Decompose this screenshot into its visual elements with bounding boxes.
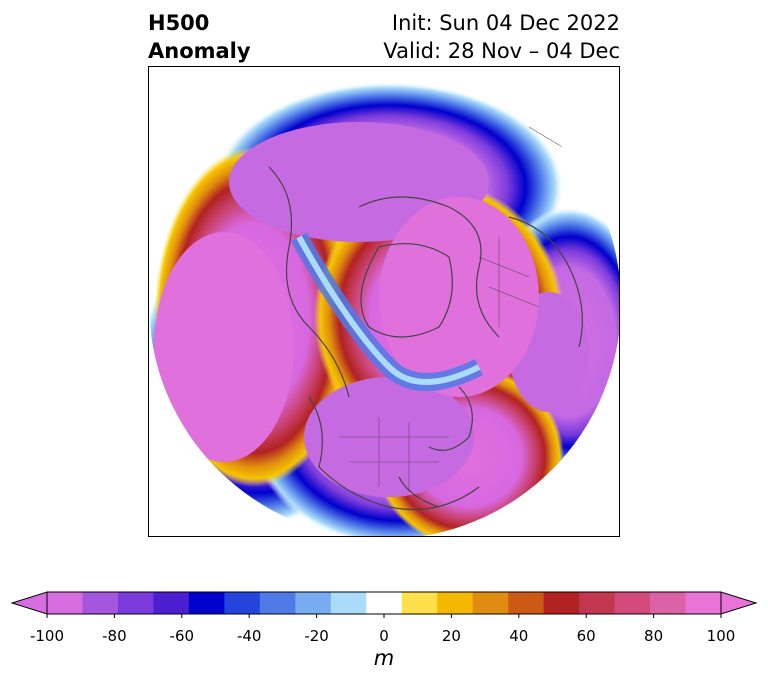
run-info: Init: Sun 04 Dec 2022 Valid: 28 Nov – 04… (383, 9, 620, 65)
colorbar-bin (47, 592, 83, 614)
title-line-2: Anomaly (148, 39, 251, 63)
colorbar-tick-label: 80 (644, 627, 664, 645)
colorbar-bin (117, 592, 154, 614)
colorbar-tick-label: 60 (576, 627, 596, 645)
colorbar-tick-label: -100 (29, 627, 65, 645)
colorbar-extend-high (720, 591, 758, 615)
colorbar-tick-label: -80 (102, 627, 127, 645)
colorbar-bin (259, 592, 296, 614)
positive-core-west (154, 232, 294, 462)
colorbar-bin (508, 592, 545, 614)
colorbar-extend-low (10, 591, 48, 615)
colorbar-bin (685, 592, 722, 614)
colorbar-tick-label: 100 (706, 627, 736, 645)
colorbar-bin (472, 592, 509, 614)
map-panel (148, 66, 620, 537)
colorbar-bin (650, 592, 687, 614)
colorbar-bin (614, 592, 651, 614)
colorbar-tick-label: -60 (169, 627, 195, 645)
coastlines (268, 166, 583, 511)
anomaly-field (149, 67, 619, 536)
colorbar-bin (543, 592, 580, 614)
colorbar-unit-label: m (373, 646, 395, 670)
map-title: H500 Anomaly (148, 9, 251, 65)
title-line-1: H500 (148, 11, 210, 35)
colorbar-bin (224, 592, 261, 614)
colorbar-tick-label: 40 (509, 627, 529, 645)
init-time: Init: Sun 04 Dec 2022 (391, 11, 620, 35)
colorbar-tick-label: 20 (441, 627, 461, 645)
colorbar-bin (295, 592, 332, 614)
colorbar-bin (153, 592, 190, 614)
colorbar-bin (82, 592, 119, 614)
colorbar-tick-label: -40 (236, 627, 262, 645)
colorbar-tick-label: -20 (304, 627, 329, 645)
colorbar-bin (401, 592, 438, 614)
colorbar-bin (579, 592, 616, 614)
valid-period: Valid: 28 Nov – 04 Dec (383, 39, 620, 63)
colorbar (10, 591, 758, 618)
colorbar-bin (330, 592, 367, 614)
colorbar-bin (366, 592, 403, 614)
colorbar-bin (188, 592, 225, 614)
colorbar-tick-label: 0 (379, 627, 389, 645)
anomaly-map (149, 67, 619, 536)
colorbar-bin (437, 592, 474, 614)
